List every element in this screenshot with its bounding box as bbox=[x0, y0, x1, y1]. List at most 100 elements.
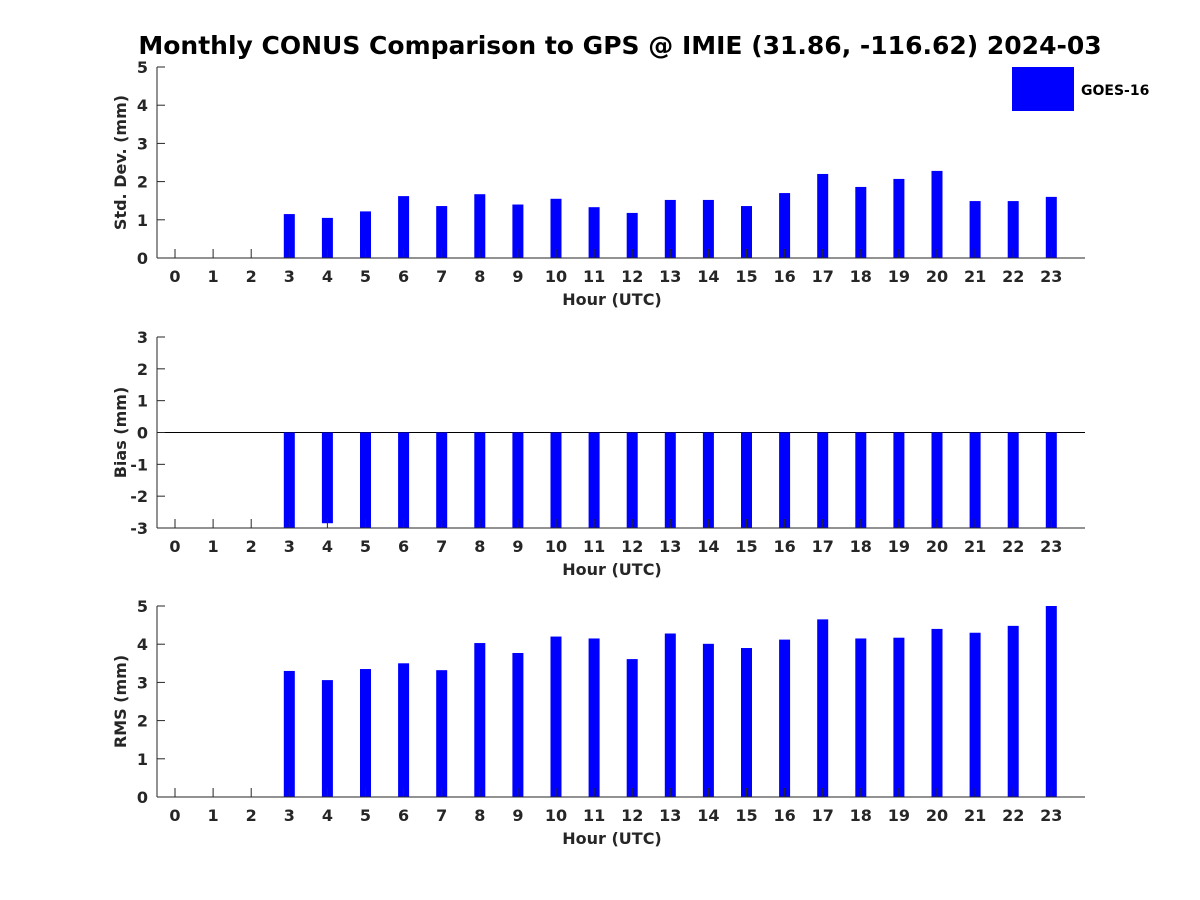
x-tick-label: 14 bbox=[697, 267, 719, 286]
x-tick-label: 19 bbox=[888, 806, 910, 825]
bar-hour-5 bbox=[360, 211, 371, 258]
subplot-1: 0 1 2 3 4 5 6 7 8 9 10 11 12 13 14 15 16 17 18 19 20 21 22 2301… bbox=[111, 58, 1085, 309]
bar-hour-19 bbox=[893, 637, 905, 797]
subplot-3: 0 1 2 3 4 5 6 7 8 9 10 11 12 13 14 15 16 17 18 19 20 21 22 2301… bbox=[111, 597, 1085, 848]
x-tick-label: 18 bbox=[850, 806, 872, 825]
y-tick-label: 3 bbox=[137, 328, 148, 347]
x-tick-label: 12 bbox=[621, 806, 643, 825]
bar-hour-12 bbox=[626, 659, 638, 797]
x-tick-label: 19 bbox=[888, 537, 910, 556]
x-tick-label: 22 bbox=[1002, 267, 1024, 286]
bar-hour-20 bbox=[931, 628, 943, 797]
x-tick-label: 8 bbox=[474, 537, 485, 556]
x-tick-label: 12 bbox=[621, 267, 643, 286]
y-tick-label: 0 bbox=[137, 788, 148, 807]
x-tick-label: 21 bbox=[964, 537, 986, 556]
y-tick-label: 4 bbox=[137, 96, 148, 115]
x-tick-label: 17 bbox=[812, 806, 834, 825]
bar-hour-8 bbox=[474, 194, 486, 258]
bar-hour-19 bbox=[893, 178, 905, 258]
x-tick-label: 16 bbox=[773, 537, 795, 556]
x-tick-label: 23 bbox=[1040, 806, 1062, 825]
bar-hour-10 bbox=[550, 198, 562, 258]
bar-hour-10 bbox=[550, 432, 562, 528]
bar-hour-11 bbox=[588, 638, 600, 797]
plots: 0 1 2 3 4 5 6 7 8 9 10 11 12 13 14 15 16 17 18 19 20 21 22 2301… bbox=[111, 58, 1085, 848]
bar-hour-20 bbox=[931, 432, 943, 528]
x-tick-label: 9 bbox=[512, 806, 523, 825]
x-tick-label: 6 bbox=[398, 537, 409, 556]
x-tick-label: 14 bbox=[697, 806, 719, 825]
x-tick-label: 8 bbox=[474, 806, 485, 825]
x-tick-label: 4 bbox=[322, 806, 333, 825]
bar-hour-4 bbox=[321, 680, 333, 797]
x-tick-label: 7 bbox=[436, 537, 447, 556]
x-tick-label: 12 bbox=[621, 537, 643, 556]
y-tick-label: 3 bbox=[137, 673, 148, 692]
y-tick-label: 3 bbox=[137, 134, 148, 153]
y-tick-label: -2 bbox=[130, 487, 148, 506]
legend-swatch bbox=[1012, 67, 1074, 111]
x-tick-label: 20 bbox=[926, 267, 948, 286]
x-tick-label: 20 bbox=[926, 806, 948, 825]
x-tick-label: 8 bbox=[474, 267, 485, 286]
x-tick-label: 5 bbox=[360, 806, 371, 825]
bar-hour-16 bbox=[779, 193, 791, 258]
y-tick-label: 2 bbox=[137, 173, 148, 192]
x-tick-label: 7 bbox=[436, 806, 447, 825]
x-tick-label: 6 bbox=[398, 806, 409, 825]
x-tick-label: 4 bbox=[322, 267, 333, 286]
x-tick-label: 13 bbox=[659, 806, 681, 825]
x-tick-label: 16 bbox=[773, 806, 795, 825]
bar-hour-9 bbox=[512, 432, 524, 528]
x-tick-label: 2 bbox=[246, 806, 257, 825]
y-axis-label: Std. Dev. (mm) bbox=[111, 95, 130, 230]
bar-hour-5 bbox=[360, 432, 371, 528]
y-tick-label: 5 bbox=[137, 597, 148, 616]
bar-hour-17 bbox=[817, 432, 829, 528]
bar-hour-13 bbox=[664, 633, 676, 797]
bar-hour-5 bbox=[360, 669, 371, 797]
bar-hour-4 bbox=[321, 217, 333, 258]
x-tick-label: 3 bbox=[284, 267, 295, 286]
bar-hour-12 bbox=[626, 432, 638, 528]
y-tick-label: 2 bbox=[137, 360, 148, 379]
x-tick-label: 22 bbox=[1002, 537, 1024, 556]
bar-hour-22 bbox=[1007, 432, 1019, 528]
bar-hour-14 bbox=[702, 199, 714, 258]
bar-hour-6 bbox=[398, 432, 410, 528]
y-tick-label: 5 bbox=[137, 58, 148, 77]
bar-hour-21 bbox=[969, 201, 981, 258]
bar-hour-4 bbox=[321, 432, 333, 524]
bar-hour-16 bbox=[779, 639, 791, 797]
bar-hour-8 bbox=[474, 432, 486, 528]
bar-hour-9 bbox=[512, 652, 524, 797]
bar-hour-16 bbox=[779, 432, 791, 528]
x-tick-label: 16 bbox=[773, 267, 795, 286]
x-tick-label: 0 bbox=[169, 267, 180, 286]
bar-hour-15 bbox=[741, 648, 752, 797]
bar-hour-22 bbox=[1007, 201, 1019, 258]
x-tick-label: 10 bbox=[545, 267, 567, 286]
x-tick-label: 17 bbox=[812, 267, 834, 286]
x-tick-label: 1 bbox=[208, 806, 219, 825]
y-tick-label: -1 bbox=[130, 455, 148, 474]
bar-hour-9 bbox=[512, 204, 524, 258]
bar-hour-21 bbox=[969, 432, 981, 528]
bar-hour-12 bbox=[626, 212, 638, 258]
x-tick-label: 2 bbox=[246, 267, 257, 286]
bar-hour-18 bbox=[855, 432, 867, 528]
legend: GOES-16 bbox=[1012, 67, 1149, 111]
y-tick-label: 1 bbox=[137, 211, 148, 230]
x-tick-label: 18 bbox=[850, 537, 872, 556]
bar-hour-22 bbox=[1007, 625, 1019, 797]
x-tick-label: 13 bbox=[659, 537, 681, 556]
bar-hour-6 bbox=[398, 663, 410, 797]
x-tick-label: 3 bbox=[284, 806, 295, 825]
bar-hour-11 bbox=[588, 432, 600, 528]
x-tick-label: 11 bbox=[583, 806, 605, 825]
x-tick-label: 0 bbox=[169, 806, 180, 825]
bar-hour-14 bbox=[702, 643, 714, 797]
x-tick-label: 22 bbox=[1002, 806, 1024, 825]
